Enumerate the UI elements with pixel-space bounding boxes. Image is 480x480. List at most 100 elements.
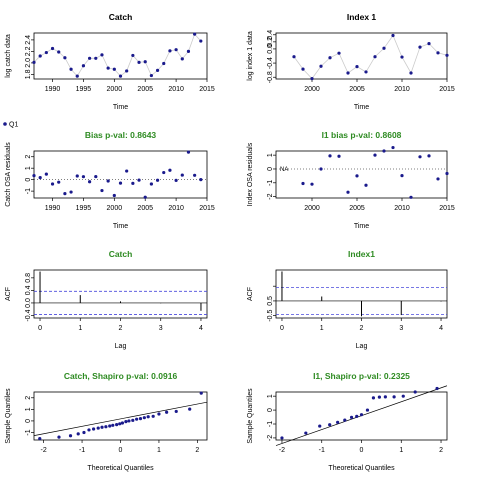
data-point <box>124 420 128 424</box>
y-axis-label: Catch OSA residuals <box>5 142 12 207</box>
na-annotation: NA <box>280 167 288 173</box>
y-tick-label: 0 <box>267 408 274 412</box>
x-tick-label: 2 <box>360 325 364 332</box>
data-point <box>131 181 135 185</box>
data-point <box>373 153 377 157</box>
chart-title: Catch <box>109 12 133 22</box>
data-point <box>310 77 314 81</box>
x-tick-label: 2 <box>439 447 443 454</box>
y-tick-label: 0.8 <box>25 273 32 283</box>
x-tick-label: 1990 <box>45 86 61 93</box>
data-point <box>81 175 86 179</box>
data-point <box>193 32 197 36</box>
data-point <box>336 420 340 424</box>
data-point <box>91 427 96 431</box>
x-tick-label: -1 <box>79 447 85 454</box>
y-tick-label: 0 <box>267 167 274 171</box>
x-tick-label: 0 <box>360 447 364 454</box>
y-tick-label: 0.4 <box>25 285 32 295</box>
data-point <box>108 424 112 428</box>
data-point <box>373 55 377 59</box>
x-tick-label: 1 <box>320 325 324 332</box>
y-tick-label: -1 <box>267 421 274 427</box>
x-tick-label: 1995 <box>76 86 92 93</box>
data-point <box>68 434 73 438</box>
legend-label: Q1 <box>9 122 18 129</box>
data-point <box>149 73 153 78</box>
x-tick-label: 2005 <box>349 86 365 93</box>
data-point <box>292 55 296 59</box>
x-tick-label: 0 <box>38 325 42 332</box>
data-point <box>112 67 116 71</box>
data-point <box>174 409 178 414</box>
x-axis-label: Time <box>354 104 369 111</box>
data-point <box>50 46 55 51</box>
x-tick-label: 2010 <box>394 205 410 212</box>
data-point <box>57 50 61 54</box>
data-point <box>82 430 86 435</box>
x-tick-label: 2000 <box>107 86 123 93</box>
y-axis-label: log index 1 data <box>247 31 254 81</box>
data-point <box>310 182 314 186</box>
x-tick-label: 2015 <box>199 205 215 212</box>
data-point <box>346 190 350 194</box>
data-point <box>199 178 203 182</box>
panel-5 <box>273 269 448 321</box>
data-point <box>151 414 155 418</box>
data-point <box>301 67 305 71</box>
y-tick-label: 2.2 <box>25 46 32 56</box>
data-point <box>38 175 42 180</box>
data-point <box>142 416 146 420</box>
data-point <box>155 178 160 182</box>
panel-6 <box>31 391 208 443</box>
data-point <box>180 57 184 61</box>
chart-title: I1 bias p-val: 0.8608 <box>322 130 402 140</box>
data-point <box>180 173 184 177</box>
data-point <box>355 414 359 418</box>
data-point <box>328 154 332 158</box>
data-point <box>383 395 387 399</box>
data-point <box>328 56 332 60</box>
data-point <box>199 39 203 43</box>
y-tick-label: 1 <box>267 153 274 157</box>
data-point <box>118 74 123 78</box>
data-point <box>118 181 123 185</box>
x-axis-label: Time <box>113 104 128 111</box>
chart-title: Index1 <box>348 249 375 259</box>
data-point <box>38 437 42 441</box>
x-axis-label: Lag <box>115 343 127 350</box>
y-axis-label: Index OSA residuals <box>247 142 254 206</box>
data-point <box>149 182 153 186</box>
data-point <box>337 154 341 158</box>
y-tick-label: 2 <box>25 155 32 159</box>
data-point <box>413 390 417 394</box>
y-tick-label: 1 <box>267 394 274 398</box>
data-point <box>76 432 80 436</box>
data-point <box>38 54 42 58</box>
x-tick-label: 2005 <box>137 86 153 93</box>
data-point <box>69 67 73 71</box>
data-point <box>115 423 119 427</box>
y-tick-label: -1 <box>267 180 274 186</box>
data-point <box>391 33 395 38</box>
y-tick-label: 2 <box>25 396 32 400</box>
data-point <box>162 61 166 66</box>
data-point <box>319 167 323 171</box>
data-point <box>138 417 143 421</box>
x-tick-label: 3 <box>159 325 163 332</box>
qq-reference-line <box>33 401 208 436</box>
data-point <box>382 46 386 50</box>
x-tick-label: 1 <box>399 447 403 454</box>
data-point <box>32 174 36 178</box>
data-point <box>94 174 98 179</box>
data-point <box>301 181 305 186</box>
y-axis-label: log catch data <box>5 34 12 78</box>
data-point <box>328 423 332 427</box>
data-point <box>44 50 48 55</box>
x-tick-label: 1 <box>78 325 82 332</box>
x-tick-label: -2 <box>40 447 46 454</box>
data-point <box>445 53 449 57</box>
data-point <box>427 42 431 46</box>
y-tick-label: -1 <box>25 188 32 194</box>
